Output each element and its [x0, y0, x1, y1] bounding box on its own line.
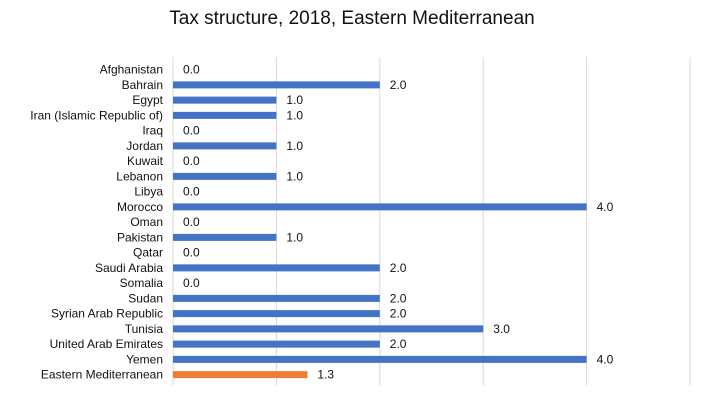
category-label: Oman [130, 215, 163, 229]
x-tick-label: 4 [583, 392, 590, 395]
bar-tunisia [173, 325, 484, 333]
bar-egypt [173, 96, 277, 104]
data-label: 1.0 [286, 108, 303, 122]
category-label: Pakistan [117, 230, 163, 244]
category-label: Yemen [126, 352, 163, 366]
category-label: Morocco [117, 200, 163, 214]
bar-jordan [173, 142, 277, 150]
bar-united-arab-emirates [173, 340, 380, 348]
category-label: Saudi Arabia [95, 261, 163, 275]
data-label: 2.0 [390, 261, 407, 275]
data-label: 0.0 [183, 215, 200, 229]
category-label: Iraq [142, 124, 163, 138]
bar-morocco [173, 203, 587, 211]
data-label: 1.3 [317, 368, 334, 382]
data-label: 0.0 [183, 124, 200, 138]
x-tick-label: 0 [170, 392, 177, 395]
data-label: 2.0 [390, 307, 407, 321]
data-label: 1.0 [286, 139, 303, 153]
category-label: Lebanon [116, 169, 163, 183]
bar-pakistan [173, 233, 277, 241]
data-label: 3.0 [493, 322, 510, 336]
category-label: United Arab Emirates [50, 337, 163, 351]
bar-yemen [173, 355, 587, 363]
bar-bahrain [173, 81, 380, 89]
x-tick-label: 5 [687, 392, 694, 395]
category-label: Sudan [128, 291, 163, 305]
bar-iran-islamic-republic-of- [173, 111, 277, 119]
category-label: Afghanistan [100, 63, 163, 77]
data-label: 2.0 [390, 291, 407, 305]
category-label: Kuwait [127, 154, 164, 168]
category-label: Tunisia [125, 322, 164, 336]
data-label: 0.0 [183, 246, 200, 260]
data-label: 4.0 [597, 352, 614, 366]
data-label: 0.0 [183, 154, 200, 168]
bar-sudan [173, 294, 380, 302]
bars [173, 81, 587, 379]
category-label: Jordan [126, 139, 163, 153]
x-axis-ticks: 0 1 2 3 4 5 [170, 392, 694, 395]
category-label: Iran (Islamic Republic of) [30, 108, 163, 122]
data-label: 0.0 [183, 185, 200, 199]
category-label: Bahrain [122, 78, 163, 92]
data-label: 1.0 [286, 169, 303, 183]
data-label: 2.0 [390, 337, 407, 351]
category-label: Egypt [132, 93, 163, 107]
data-label: 1.0 [286, 93, 303, 107]
bar-syrian-arab-republic [173, 310, 380, 318]
bar-lebanon [173, 172, 277, 180]
x-tick-label: 1 [273, 392, 280, 395]
x-tick-label: 2 [376, 392, 383, 395]
chart-title: Tax structure, 2018, Eastern Mediterrane… [169, 8, 535, 29]
data-label: 2.0 [390, 78, 407, 92]
bar-eastern-mediterranean [173, 371, 308, 379]
category-label: Syrian Arab Republic [51, 307, 163, 321]
category-label: Eastern Mediterranean [41, 368, 163, 382]
data-label: 0.0 [183, 63, 200, 77]
data-label: 0.0 [183, 276, 200, 290]
category-label: Qatar [133, 246, 163, 260]
data-labels: 0.02.01.01.00.01.00.01.00.04.00.01.00.02… [183, 63, 614, 382]
data-label: 1.0 [286, 230, 303, 244]
x-tick-label: 3 [480, 392, 487, 395]
bar-saudi-arabia [173, 264, 380, 272]
data-label: 4.0 [597, 200, 614, 214]
category-label: Libya [134, 185, 163, 199]
category-label: Somalia [120, 276, 164, 290]
gridlines [172, 57, 691, 386]
